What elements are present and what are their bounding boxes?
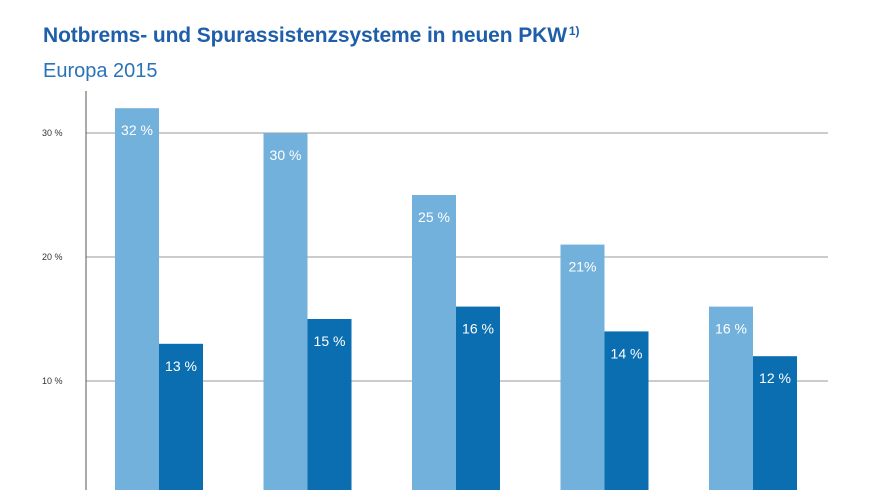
bar-label-s2-g1: 13 % [165, 358, 197, 374]
chart-subtitle: Europa 2015 [43, 60, 158, 82]
bar-s1-g4 [560, 244, 605, 490]
bar-label-s2-g5: 12 % [759, 370, 791, 386]
y-tick-label-30: 30 % [42, 128, 63, 138]
bar-s1-g3 [412, 195, 456, 490]
bar-s1-g1 [115, 108, 159, 490]
chart-title: Notbrems- und Spurassistenzsysteme in ne… [43, 24, 580, 48]
y-axis-ticks: 10 % 20 % 30 % [42, 128, 63, 386]
bar-s2-g2 [307, 319, 352, 490]
bar-labels: 32 % 13 % 30 % 15 % 25 % 16 % 21% 14 % 16 % 12 % [121, 122, 791, 386]
bar-s1-g5 [709, 306, 753, 490]
bar-label-s2-g4: 14 % [611, 345, 643, 361]
bar-s2-g5 [753, 356, 797, 490]
bar-s1-g2 [263, 133, 308, 490]
bar-label-s1-g5: 16 % [715, 321, 747, 337]
bar-label-s1-g2: 30 % [270, 147, 302, 163]
bar-s2-g1 [159, 343, 203, 490]
bar-label-s1-g4: 21% [568, 259, 596, 275]
bars [115, 108, 797, 490]
bar-s2-g4 [604, 331, 649, 490]
y-tick-label-20: 20 % [42, 252, 63, 262]
y-tick-label-10: 10 % [42, 376, 63, 386]
footnote-marker: 1) [568, 24, 580, 38]
chart-title-text: Notbrems- und Spurassistenzsysteme in ne… [43, 24, 567, 47]
bar-label-s2-g2: 15 % [314, 333, 346, 349]
bar-label-s1-g1: 32 % [121, 122, 153, 138]
bar-s2-g3 [456, 306, 500, 490]
bar-label-s1-g3: 25 % [418, 209, 450, 225]
bar-label-s2-g3: 16 % [462, 321, 494, 337]
